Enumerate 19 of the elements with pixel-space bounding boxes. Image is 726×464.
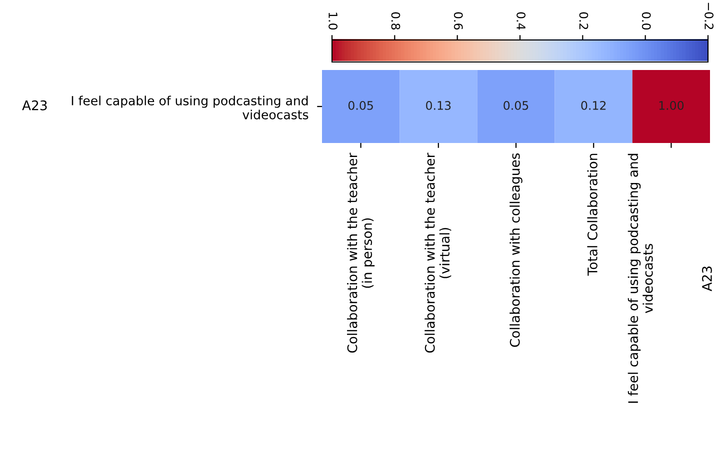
color-bar-label: 0.8 (391, 12, 400, 30)
x-tick-label: Collaboration with colleagues (510, 153, 522, 347)
color-bar-label: 0.4 (516, 12, 526, 30)
y2-tick-label: A23 (22, 100, 47, 110)
color-bar-label: 0.2 (579, 12, 588, 30)
color-bar-label: 1.0 (328, 12, 338, 30)
x-tick-label: Total Collaboration (587, 154, 598, 276)
data-label: 0.05 (504, 100, 528, 110)
data-label: 1.00 (659, 100, 684, 110)
category-label: I feel capable of using podcasting and videocasts A23 (628, 154, 712, 403)
color-bar-label: 0.6 (454, 12, 463, 30)
data-label: 0.05 (348, 100, 373, 110)
color-bar-label: −0.2 (704, 2, 714, 30)
x-tick-label: Collaboration with the teacher (in person) (347, 152, 375, 353)
y-tick-label: I feel capable of using podcasting and videocasts (72, 96, 308, 120)
x-tick-label: Collaboration with the teacher (virtual) (424, 152, 452, 353)
data-label: 0.12 (581, 100, 606, 110)
data-label: 0.13 (426, 100, 451, 110)
color-bar-label: 0.0 (642, 12, 651, 30)
